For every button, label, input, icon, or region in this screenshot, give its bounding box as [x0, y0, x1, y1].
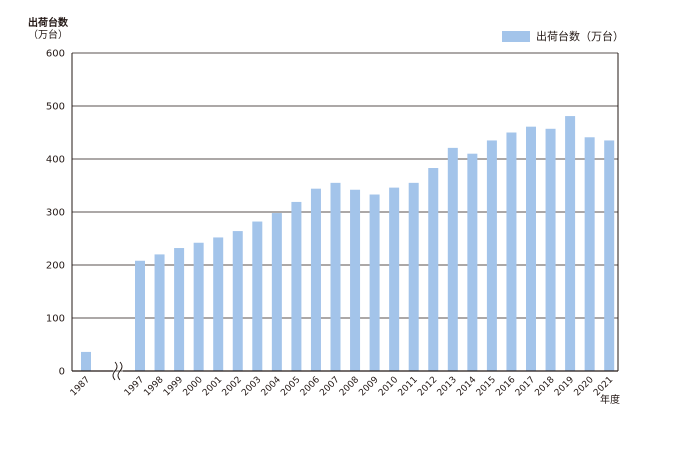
x-tick-label: 2004 [260, 375, 283, 398]
x-tick-label: 2020 [573, 375, 596, 398]
x-tick-label: 1999 [162, 375, 185, 398]
bar [330, 182, 341, 371]
bar [291, 201, 302, 371]
bar [271, 213, 282, 371]
x-tick-label: 2015 [475, 375, 498, 398]
bar [154, 254, 165, 371]
x-tick-label: 2005 [279, 375, 302, 398]
bar [310, 188, 321, 371]
x-tick-label: 2009 [357, 375, 380, 398]
bar [545, 128, 556, 371]
bar [193, 242, 204, 371]
bar [565, 116, 576, 371]
x-tick-label: 2007 [318, 375, 341, 398]
y-axis-unit: （万台） [28, 30, 68, 41]
bar [526, 126, 536, 371]
y-tick-label: 600 [46, 49, 65, 60]
x-tick-label: 1987 [69, 375, 92, 398]
x-tick-label: 2012 [416, 375, 439, 398]
x-tick-label: 2002 [221, 375, 244, 398]
x-tick-label: 1998 [142, 375, 165, 398]
bar [486, 140, 497, 371]
x-axis-unit-label: 年度 [600, 395, 620, 406]
y-tick-label: 100 [46, 314, 65, 325]
bar [232, 231, 243, 371]
bar [213, 237, 224, 371]
axis-break-mark [117, 361, 123, 381]
axis-break-mark [112, 361, 118, 381]
bar [428, 168, 439, 371]
y-axis-label: 出荷台数 [28, 18, 68, 29]
bar [604, 140, 615, 371]
bar [389, 187, 400, 371]
x-tick-label: 2018 [533, 375, 556, 398]
x-tick-label: 2017 [514, 375, 537, 398]
x-tick-label: 2000 [182, 375, 205, 398]
legend-label: 出荷台数（万台） [536, 30, 624, 43]
bar [584, 137, 595, 371]
x-tick-label: 2013 [436, 375, 459, 398]
bar [408, 182, 419, 371]
y-tick-label: 400 [46, 155, 65, 166]
bar [506, 132, 517, 371]
x-tick-label: 1997 [123, 375, 146, 398]
x-tick-label: 2019 [553, 375, 576, 398]
y-tick-label: 500 [46, 102, 65, 113]
y-tick-label: 0 [59, 367, 65, 378]
x-tick-label: 2014 [455, 375, 478, 398]
x-tick-label: 2011 [397, 375, 420, 398]
bar [174, 248, 185, 371]
x-tick-label: 2021 [592, 375, 615, 398]
bar [467, 153, 478, 371]
x-tick-label: 2001 [201, 375, 224, 398]
bar [350, 189, 361, 371]
bar [369, 194, 380, 371]
bar [135, 260, 145, 371]
y-tick-label: 300 [46, 208, 65, 219]
x-tick-label: 2003 [240, 375, 263, 398]
y-tick-label: 200 [46, 261, 65, 272]
x-tick-label: 2010 [377, 375, 400, 398]
legend: 出荷台数（万台） [502, 29, 624, 43]
y-axis-title: 出荷台数 （万台） [28, 18, 68, 42]
x-tick-label: 2008 [338, 375, 361, 398]
bar [447, 147, 458, 371]
x-tick-label: 2006 [299, 375, 322, 398]
bar [252, 221, 263, 371]
bar [81, 351, 91, 371]
x-tick-label: 2016 [494, 375, 517, 398]
legend-swatch [502, 30, 530, 42]
